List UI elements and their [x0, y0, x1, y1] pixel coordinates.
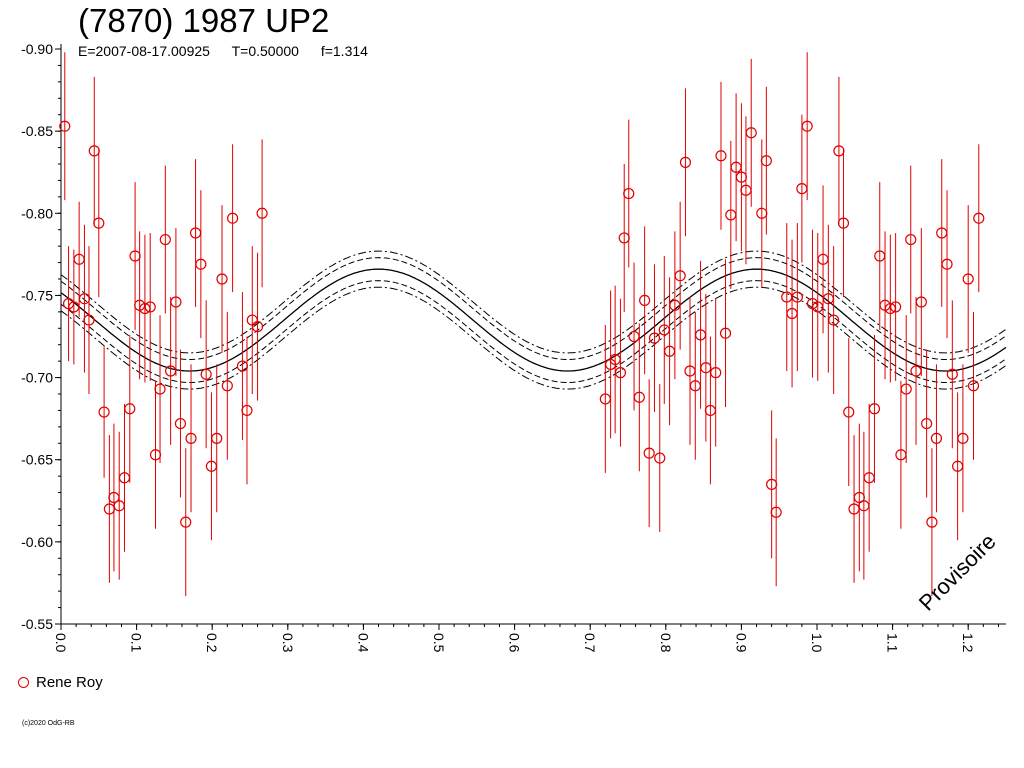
y-tick-label: -0.55 [21, 616, 53, 632]
data-point [674, 270, 686, 282]
data-point [710, 367, 722, 379]
x-tick-label: 0.8 [658, 633, 674, 653]
x-tick-label: 0.9 [733, 633, 749, 653]
data-point [623, 187, 635, 200]
x-tick-label: 0.4 [355, 633, 371, 653]
data-point [648, 332, 661, 344]
data-point [200, 368, 212, 380]
data-point [195, 258, 207, 270]
data-point [216, 273, 228, 285]
legend-circle-icon [18, 677, 29, 688]
x-tick-label: 0.7 [582, 633, 598, 653]
y-tick-label: -0.65 [21, 452, 53, 468]
data-point [221, 380, 233, 392]
period-label: T=0.50000 [231, 43, 299, 59]
data-point [915, 296, 927, 308]
fit-curve-lower-band-2 [60, 286, 1007, 390]
x-tick-label: 0.2 [204, 633, 220, 653]
data-point [211, 432, 223, 444]
data-point [770, 506, 782, 518]
x-tick-label: 1.0 [809, 633, 825, 653]
data-point [227, 212, 239, 224]
data-point [93, 217, 105, 229]
y-tick-label: -0.60 [21, 534, 53, 550]
data-point [890, 301, 902, 313]
data-point [760, 155, 772, 167]
x-tick-label: 0.1 [129, 633, 145, 653]
data-point [745, 127, 757, 139]
data-point [843, 406, 855, 418]
data-point [643, 447, 655, 459]
data-point [185, 432, 197, 444]
data-point [124, 403, 136, 415]
data-point [941, 258, 953, 270]
data-point [837, 217, 850, 229]
data-point [679, 156, 692, 168]
data-point [946, 368, 958, 380]
data-point [144, 301, 156, 313]
data-point [900, 383, 912, 395]
y-tick-label: -0.85 [21, 123, 53, 139]
y-tick-label: -0.75 [21, 287, 53, 303]
fit-curve-upper-band-2 [60, 250, 1007, 354]
data-point [967, 380, 980, 392]
fit-curve [60, 268, 1007, 372]
y-tick-label: -0.70 [21, 370, 53, 386]
legend: Rene Roy [18, 674, 103, 691]
data-point [868, 403, 881, 415]
epoch-label: E=2007-08-17.00925 [78, 43, 210, 59]
data-point [170, 296, 182, 308]
data-point [719, 327, 732, 339]
fit-curve-upper-band [60, 257, 1007, 360]
x-tick-label: 1.2 [960, 633, 976, 653]
x-tick-label: 1.1 [885, 633, 901, 653]
data-point [715, 150, 727, 162]
fit-curve-lower-band [60, 280, 1007, 383]
x-tick-label: 0.3 [280, 633, 296, 653]
data-point [926, 516, 938, 528]
data-point [633, 391, 645, 403]
copyright-note: (c)2020 OdG-RB [22, 720, 75, 727]
data-point [59, 120, 71, 132]
data-point [791, 291, 803, 303]
x-tick-label: 0.6 [507, 633, 523, 653]
data-point [905, 233, 917, 246]
chart-title: (7870) 1987 UP2 [78, 2, 330, 39]
chart-parameters: E=2007-08-17.00925 T=0.50000 f=1.314 [78, 43, 386, 59]
data-point [921, 417, 933, 430]
watermark-text: Provisoire [914, 529, 1001, 616]
data-point [801, 120, 813, 132]
data-point [174, 417, 187, 430]
frequency-label: f=1.314 [320, 43, 368, 59]
x-tick-label: 0.5 [431, 633, 447, 653]
legend-label: Rene Roy [36, 674, 103, 691]
y-tick-label: -0.90 [21, 41, 53, 57]
data-point [973, 212, 985, 224]
data-point [962, 273, 974, 285]
data-point [639, 294, 651, 306]
data-point [251, 321, 264, 333]
data-point [654, 452, 666, 464]
data-point [180, 516, 192, 528]
y-tick-label: -0.80 [21, 205, 53, 221]
data-point [154, 383, 166, 395]
x-tick-label: 0.0 [53, 633, 69, 653]
data-point [83, 314, 95, 326]
data-point [957, 432, 969, 444]
data-point [828, 314, 840, 326]
data-point [930, 432, 943, 444]
data-point [614, 367, 627, 379]
data-point [98, 406, 110, 418]
data-point [241, 404, 253, 417]
data-point [159, 233, 171, 246]
data-point [256, 207, 268, 219]
